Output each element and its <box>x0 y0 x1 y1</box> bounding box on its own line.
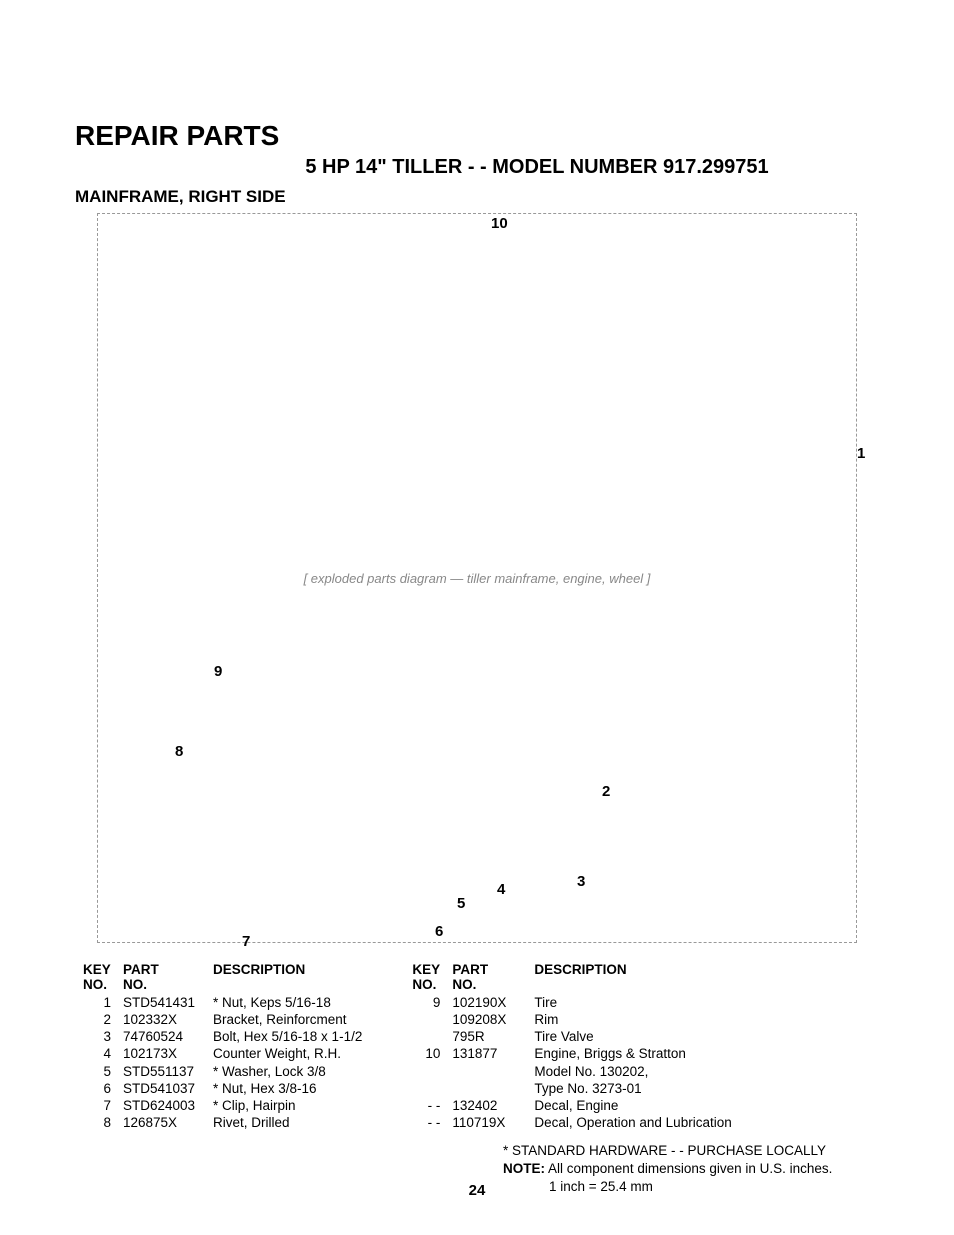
part-desc: Tire <box>534 994 731 1011</box>
col-header-part2: NO. <box>452 976 534 993</box>
col-header-key2: NO. <box>412 976 452 993</box>
part-no: 131877 <box>452 1045 534 1062</box>
key-no: - - <box>412 1114 452 1131</box>
parts-table-left: KEY PART DESCRIPTION NO. NO. 1STD541431*… <box>83 961 362 1132</box>
part-desc: Engine, Briggs & Stratton <box>534 1045 731 1062</box>
key-no <box>412 1028 452 1045</box>
dimensions-note: NOTE: All component dimensions given in … <box>503 1160 879 1178</box>
callout-6: 6 <box>435 923 443 940</box>
part-desc: * Clip, Hairpin <box>213 1097 362 1114</box>
parts-tables: KEY PART DESCRIPTION NO. NO. 1STD541431*… <box>83 961 879 1132</box>
part-desc: * Washer, Lock 3/8 <box>213 1063 362 1080</box>
key-no: 7 <box>83 1097 123 1114</box>
part-no: 102173X <box>123 1045 213 1062</box>
part-no: 102190X <box>452 994 534 1011</box>
callout-2: 2 <box>602 783 610 800</box>
key-no <box>412 1080 452 1097</box>
note-text: All component dimensions given in U.S. i… <box>548 1161 832 1176</box>
part-no: 74760524 <box>123 1028 213 1045</box>
part-no: 109208X <box>452 1011 534 1028</box>
part-no: 132402 <box>452 1097 534 1114</box>
page-number: 24 <box>0 1182 954 1199</box>
part-desc: Tire Valve <box>534 1028 731 1045</box>
part-desc: Type No. 3273-01 <box>534 1080 731 1097</box>
callout-8: 8 <box>175 743 183 760</box>
key-no <box>412 1011 452 1028</box>
part-desc: Rivet, Drilled <box>213 1114 362 1131</box>
part-no: 795R <box>452 1028 534 1045</box>
page-title: REPAIR PARTS <box>75 120 879 152</box>
callout-9: 9 <box>214 663 222 680</box>
key-no: 5 <box>83 1063 123 1080</box>
key-no: 9 <box>412 994 452 1011</box>
part-desc: * Nut, Keps 5/16-18 <box>213 994 362 1011</box>
col-header-part2: NO. <box>123 976 213 993</box>
part-no: 126875X <box>123 1114 213 1131</box>
diagram-placeholder: [ exploded parts diagram — tiller mainfr… <box>97 213 857 943</box>
note-label: NOTE: <box>503 1161 545 1176</box>
key-no: 4 <box>83 1045 123 1062</box>
part-no <box>452 1063 534 1080</box>
page-subtitle: 5 HP 14" TILLER - - MODEL NUMBER 917.299… <box>195 156 879 179</box>
key-no: 8 <box>83 1114 123 1131</box>
part-no: STD624003 <box>123 1097 213 1114</box>
section-label: MAINFRAME, RIGHT SIDE <box>75 187 879 207</box>
part-desc: Counter Weight, R.H. <box>213 1045 362 1062</box>
part-desc: Bracket, Reinforcment <box>213 1011 362 1028</box>
callout-1: 1 <box>857 445 865 462</box>
key-no: 1 <box>83 994 123 1011</box>
part-no <box>452 1080 534 1097</box>
callout-10: 10 <box>491 215 508 232</box>
key-no: - - <box>412 1097 452 1114</box>
part-no: STD541037 <box>123 1080 213 1097</box>
key-no: 10 <box>412 1045 452 1062</box>
part-desc: Decal, Operation and Lubrication <box>534 1114 731 1131</box>
callout-7: 7 <box>242 933 250 950</box>
part-desc: Bolt, Hex 5/16-18 x 1-1/2 <box>213 1028 362 1045</box>
key-no: 3 <box>83 1028 123 1045</box>
parts-diagram: [ exploded parts diagram — tiller mainfr… <box>97 213 857 943</box>
part-desc: Rim <box>534 1011 731 1028</box>
key-no <box>412 1063 452 1080</box>
callout-4: 4 <box>497 881 505 898</box>
hardware-note: * STANDARD HARDWARE - - PURCHASE LOCALLY <box>503 1142 879 1160</box>
part-no: 102332X <box>123 1011 213 1028</box>
callout-3: 3 <box>577 873 585 890</box>
part-no: STD551137 <box>123 1063 213 1080</box>
col-header-key2: NO. <box>83 976 123 993</box>
part-no: STD541431 <box>123 994 213 1011</box>
parts-table-right: KEY PART DESCRIPTION NO. NO. 9102190XTir… <box>412 961 731 1132</box>
part-desc: Decal, Engine <box>534 1097 731 1114</box>
key-no: 2 <box>83 1011 123 1028</box>
part-no: 110719X <box>452 1114 534 1131</box>
part-desc: * Nut, Hex 3/8-16 <box>213 1080 362 1097</box>
key-no: 6 <box>83 1080 123 1097</box>
callout-5: 5 <box>457 895 465 912</box>
part-desc: Model No. 130202, <box>534 1063 731 1080</box>
